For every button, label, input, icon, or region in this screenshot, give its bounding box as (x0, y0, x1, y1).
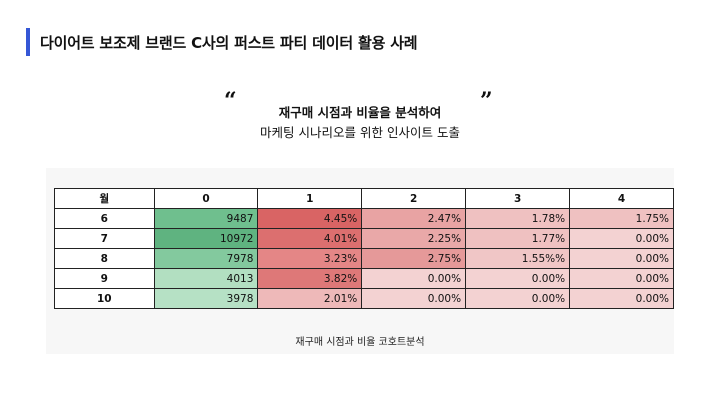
table-row: 8 7978 3.23% 2.75% 1.55%% 0.00% (54, 248, 674, 269)
quote-description: 마케팅 시나리오를 위한 인사이트 도출 (260, 125, 460, 140)
table-cell: 0.00% (569, 228, 674, 249)
table-cell: 7978 (153, 248, 259, 269)
header-cell-month: 월 (54, 188, 155, 209)
table-cell: 1.75% (569, 208, 674, 229)
header-cell-2: 2 (361, 188, 467, 209)
row-month-cell: 9 (54, 268, 155, 289)
page-header: 다이어트 보조제 브랜드 C사의 퍼스트 파티 데이터 활용 사례 (26, 28, 418, 56)
table-cell: 3.23% (257, 248, 363, 269)
table-cell: 0.00% (569, 248, 674, 269)
table-row: 6 9487 4.45% 2.47% 1.78% 1.75% (54, 208, 674, 229)
title-accent-bar (26, 28, 30, 56)
table-cell: 2.01% (257, 288, 363, 309)
table-caption: 재구매 시점과 비율 코호트분석 (295, 337, 425, 348)
table-row: 9 4013 3.82% 0.00% 0.00% 0.00% (54, 268, 674, 289)
table-cell: 1.55%% (465, 248, 571, 269)
cohort-table: 월 0 1 2 3 4 6 9487 4.45% 2.47% 1.78% 1.75% 7 10… (54, 188, 674, 309)
open-quote-icon: “ (224, 88, 237, 114)
row-month-cell: 7 (54, 228, 155, 249)
table-cell: 4013 (153, 268, 259, 289)
table-cell: 0.00% (361, 268, 467, 289)
table-cell: 0.00% (465, 288, 571, 309)
table-row: 7 10972 4.01% 2.25% 1.77% 0.00% (54, 228, 674, 249)
close-quote-icon: ” (480, 88, 493, 114)
table-cell: 2.47% (361, 208, 467, 229)
table-cell: 4.01% (257, 228, 363, 249)
table-cell: 3978 (153, 288, 259, 309)
row-month-cell: 8 (54, 248, 155, 269)
table-header-row: 월 0 1 2 3 4 (54, 188, 674, 209)
table-cell: 0.00% (361, 288, 467, 309)
header-cell-3: 3 (465, 188, 571, 209)
table-row: 10 3978 2.01% 0.00% 0.00% 0.00% (54, 288, 674, 309)
cohort-card: 월 0 1 2 3 4 6 9487 4.45% 2.47% 1.78% 1.75% 7 10… (46, 168, 674, 354)
table-cell: 10972 (153, 228, 259, 249)
table-cell: 2.25% (361, 228, 467, 249)
row-month-cell: 10 (54, 288, 155, 309)
header-cell-1: 1 (257, 188, 363, 209)
table-cell: 4.45% (257, 208, 363, 229)
table-cell: 0.00% (569, 268, 674, 289)
table-cell: 0.00% (465, 268, 571, 289)
table-cell: 1.78% (465, 208, 571, 229)
table-cell: 3.82% (257, 268, 363, 289)
quote-subtitle: 재구매 시점과 비율을 분석하여 (278, 105, 442, 120)
table-cell: 9487 (153, 208, 259, 229)
table-cell: 2.75% (361, 248, 467, 269)
quote-block: “ 재구매 시점과 비율을 분석하여 ” 마케팅 시나리오를 위한 인사이트 도… (0, 88, 720, 148)
page-title: 다이어트 보조제 브랜드 C사의 퍼스트 파티 데이터 활용 사례 (40, 33, 418, 52)
header-cell-4: 4 (569, 188, 674, 209)
table-cell: 1.77% (465, 228, 571, 249)
header-cell-0: 0 (153, 188, 259, 209)
table-cell: 0.00% (569, 288, 674, 309)
row-month-cell: 6 (54, 208, 155, 229)
